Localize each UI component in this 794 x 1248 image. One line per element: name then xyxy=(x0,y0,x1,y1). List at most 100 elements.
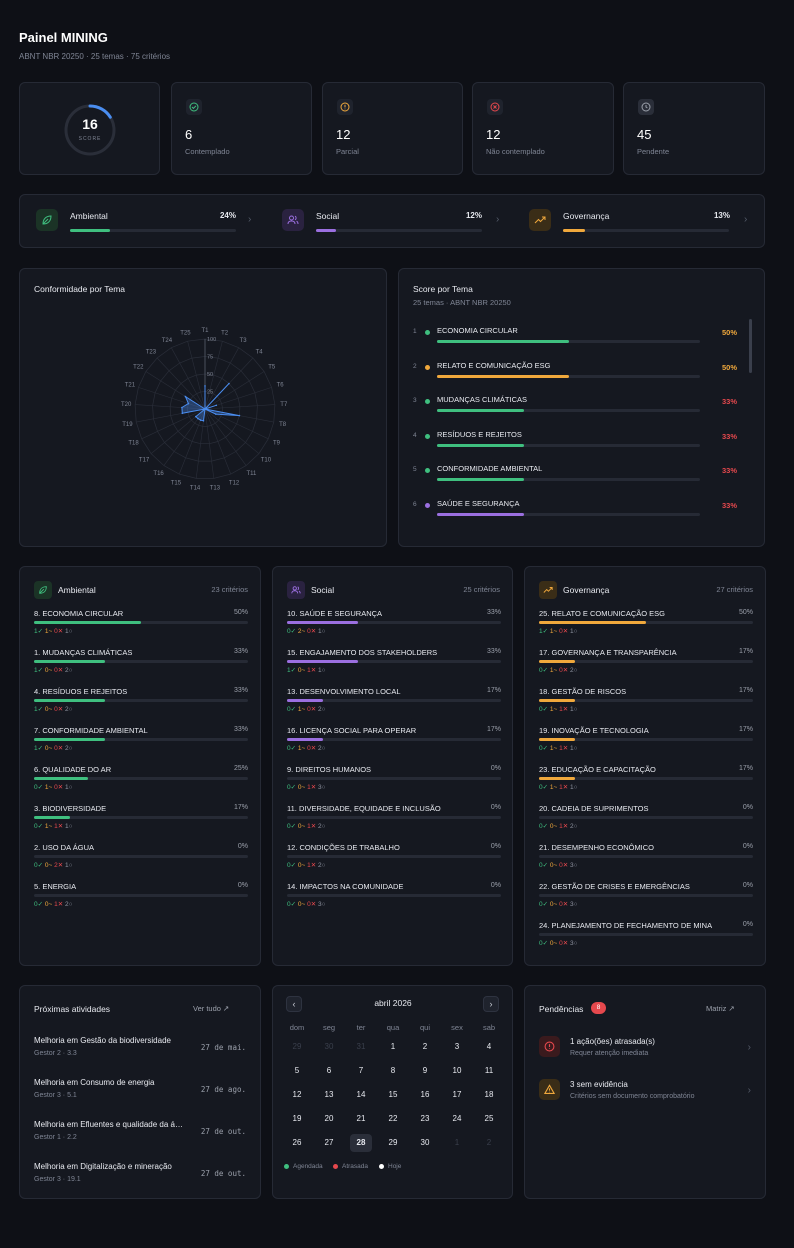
count-value: 0 xyxy=(44,706,49,713)
criteria-row[interactable]: 8. ECONOMIA CIRCULAR 50% 1✓ 1~ 0✕ 1○ xyxy=(34,609,248,645)
calendar-day[interactable]: 9 xyxy=(422,1066,428,1075)
calendar-day[interactable]: 15 xyxy=(388,1090,398,1099)
calendar-day[interactable]: 23 xyxy=(420,1114,430,1123)
calendar-day-today[interactable]: 28 xyxy=(350,1134,372,1152)
criteria-row[interactable]: 20. CADEIA DE SUPRIMENTOS 0% 0✓ 0~ 1✕ 2○ xyxy=(539,804,753,840)
count-parcial: 0~ xyxy=(549,862,560,869)
count-value: 0 xyxy=(44,901,49,908)
scrollbar[interactable] xyxy=(749,319,752,373)
pillar-ambiental[interactable]: Ambiental 24% › xyxy=(20,195,268,247)
calendar-day[interactable]: 2 xyxy=(486,1138,492,1147)
calendar-day[interactable]: 8 xyxy=(390,1066,396,1075)
calendar-day[interactable]: 29 xyxy=(388,1138,398,1147)
pendencia-atrasadas[interactable]: 1 ação(ões) atrasada(s) Requer atenção i… xyxy=(539,1036,751,1066)
calendar-day[interactable]: 7 xyxy=(358,1066,364,1075)
count-value: 0 xyxy=(54,745,58,752)
criteria-row[interactable]: 5. ENERGIA 0% 0✓ 0~ 1✕ 2○ xyxy=(34,882,248,918)
calendar-day[interactable]: 30 xyxy=(324,1042,334,1051)
next-month-button[interactable]: › xyxy=(483,996,499,1012)
calendar-day[interactable]: 3 xyxy=(454,1042,460,1051)
calendar-day[interactable]: 16 xyxy=(420,1090,430,1099)
criteria-row[interactable]: 14. IMPACTOS NA COMUNIDADE 0% 0✓ 0~ 0✕ 3○ xyxy=(287,882,501,918)
criteria-row[interactable]: 22. GESTÃO DE CRISES E EMERGÊNCIAS 0% 0✓ 0… xyxy=(539,882,753,918)
criteria-row[interactable]: 7. CONFORMIDADE AMBIENTAL 33% 1✓ 0~ 0✕ 2○ xyxy=(34,726,248,762)
score-row[interactable]: 5 CONFORMIDADE AMBIENTAL 33% xyxy=(413,464,739,498)
calendar-day[interactable]: 17 xyxy=(452,1090,462,1099)
calendar-day[interactable]: 29 xyxy=(292,1042,302,1051)
criteria-row[interactable]: 1. MUDANÇAS CLIMÁTICAS 33% 1✓ 0~ 0✕ 2○ xyxy=(34,648,248,684)
criteria-row[interactable]: 25. RELATO E COMUNICAÇÃO ESG 50% 1✓ 1~ 0✕ … xyxy=(539,609,753,645)
matrix-link[interactable]: Matriz ↗ xyxy=(706,1004,735,1013)
criteria-row[interactable]: 10. SAÚDE E SEGURANÇA 33% 0✓ 2~ 0✕ 1○ xyxy=(287,609,501,645)
pillar-pct: 12% xyxy=(465,211,482,220)
calendar-day[interactable]: 22 xyxy=(388,1114,398,1123)
criteria-row[interactable]: 18. GESTÃO DE RISCOS 17% 0✓ 1~ 1✕ 1○ xyxy=(539,687,753,723)
calendar-day[interactable]: 25 xyxy=(484,1114,494,1123)
score-row[interactable]: 3 MUDANÇAS CLIMÁTICAS 33% xyxy=(413,395,739,429)
count-value: 0 xyxy=(297,823,302,830)
count-value: 0 xyxy=(539,745,543,752)
count-value: 1 xyxy=(318,667,322,674)
prev-month-button[interactable]: ‹ xyxy=(286,996,302,1012)
calendar-day[interactable]: 18 xyxy=(484,1090,494,1099)
score-rank: 4 xyxy=(413,431,417,439)
calendar-day[interactable]: 13 xyxy=(324,1090,334,1099)
radar-axis-label: T3 xyxy=(240,338,248,344)
criteria-row[interactable]: 6. QUALIDADE DO AR 25% 0✓ 1~ 0✕ 1○ xyxy=(34,765,248,801)
calendar-day[interactable]: 27 xyxy=(324,1138,334,1147)
calendar-day[interactable]: 6 xyxy=(326,1066,332,1075)
criteria-row[interactable]: 11. DIVERSIDADE, EQUIDADE E INCLUSÃO 0% 0✓… xyxy=(287,804,501,840)
calendar-day[interactable]: 30 xyxy=(420,1138,430,1147)
criteria-row[interactable]: 2. USO DA ÁGUA 0% 0✓ 0~ 2✕ 1○ xyxy=(34,843,248,879)
calendar-day[interactable]: 24 xyxy=(452,1114,462,1123)
calendar-day[interactable]: 20 xyxy=(324,1114,334,1123)
criteria-row[interactable]: 15. ENGAJAMENTO DOS STAKEHOLDERS 33% 1✓ 0~… xyxy=(287,648,501,684)
score-row[interactable]: 6 SAÚDE E SEGURANÇA 33% xyxy=(413,499,739,533)
pillar-governanca[interactable]: Governança 13% › xyxy=(516,195,764,247)
calendar-day[interactable]: 1 xyxy=(390,1042,396,1051)
pendencia-sem-evidencia[interactable]: 3 sem evidência Critérios sem documento … xyxy=(539,1079,751,1109)
calendar-day[interactable]: 5 xyxy=(294,1066,300,1075)
calendar-day[interactable]: 12 xyxy=(292,1090,302,1099)
calendar-day[interactable]: 1 xyxy=(454,1138,460,1147)
activity-item[interactable]: Melhoria em Efluentes e qualidade da águ… xyxy=(34,1120,246,1154)
criteria-row[interactable]: 4. RESÍDUOS E REJEITOS 33% 1✓ 0~ 0✕ 2○ xyxy=(34,687,248,723)
calendar-day[interactable]: 31 xyxy=(356,1042,366,1051)
count-pendente: 3○ xyxy=(318,784,326,791)
calendar-day[interactable]: 21 xyxy=(356,1114,366,1123)
count-value: 1 xyxy=(559,706,563,713)
criteria-row[interactable]: 21. DESEMPENHO ECONÔMICO 0% 0✓ 0~ 0✕ 3○ xyxy=(539,843,753,879)
calendar-day[interactable]: 26 xyxy=(292,1138,302,1147)
activity-item[interactable]: Melhoria em Consumo de energia Gestor 3 ·… xyxy=(34,1078,246,1112)
criteria-row[interactable]: 16. LICENÇA SOCIAL PARA OPERAR 17% 0✓ 1~ 0… xyxy=(287,726,501,762)
criteria-row[interactable]: 12. CONDIÇÕES DE TRABALHO 0% 0✓ 0~ 1✕ 2○ xyxy=(287,843,501,879)
score-progress xyxy=(437,340,700,343)
calendar-day[interactable]: 10 xyxy=(452,1066,462,1075)
calendar-day[interactable]: 2 xyxy=(422,1042,428,1051)
stat-value: 6 xyxy=(185,127,193,142)
criteria-row[interactable]: 9. DIREITOS HUMANOS 0% 0✓ 0~ 1✕ 3○ xyxy=(287,765,501,801)
calendar-day[interactable]: 11 xyxy=(484,1066,494,1075)
score-row[interactable]: 2 RELATO E COMUNICAÇÃO ESG 50% xyxy=(413,361,739,395)
score-row[interactable]: 1 ECONOMIA CIRCULAR 50% xyxy=(413,326,739,360)
see-all-link[interactable]: Ver tudo ↗ xyxy=(193,1004,229,1013)
activity-item[interactable]: Melhoria em Gestão da biodiversidade Gest… xyxy=(34,1036,246,1070)
pillar-social[interactable]: Social 12% › xyxy=(268,195,516,247)
criteria-counts: 0✓ 1~ 0✕ 1○ xyxy=(34,783,73,791)
calendar-day[interactable]: 4 xyxy=(486,1042,492,1051)
stat-nao-contemplado: 12 Não contemplado xyxy=(472,82,614,175)
calendar-day[interactable]: 14 xyxy=(356,1090,366,1099)
activity-item[interactable]: Melhoria em Digitalização e mineração Ges… xyxy=(34,1162,246,1196)
criteria-row[interactable]: 17. GOVERNANÇA E TRANSPARÊNCIA 17% 0✓ 1~ 0… xyxy=(539,648,753,684)
criteria-row[interactable]: 24. PLANEJAMENTO DE FECHAMENTO DE MINA 0%… xyxy=(539,921,753,957)
criteria-row[interactable]: 23. EDUCAÇÃO E CAPACITAÇÃO 17% 0✓ 1~ 1✕ 1○ xyxy=(539,765,753,801)
calendar-day[interactable]: 19 xyxy=(292,1114,302,1123)
score-row[interactable]: 4 RESÍDUOS E REJEITOS 33% xyxy=(413,430,739,464)
count-parcial: 1~ xyxy=(549,706,560,713)
criteria-row[interactable]: 13. DESENVOLVIMENTO LOCAL 17% 0✓ 1~ 0✕ 2○ xyxy=(287,687,501,723)
criteria-counts: 0✓ 0~ 1✕ 3○ xyxy=(287,783,326,791)
criteria-row[interactable]: 3. BIODIVERSIDADE 17% 0✓ 1~ 1✕ 1○ xyxy=(34,804,248,840)
radar-point xyxy=(181,412,184,415)
count-parcial: 1~ xyxy=(297,745,308,752)
criteria-row[interactable]: 19. INOVAÇÃO E TECNOLOGIA 17% 0✓ 1~ 1✕ 1○ xyxy=(539,726,753,762)
